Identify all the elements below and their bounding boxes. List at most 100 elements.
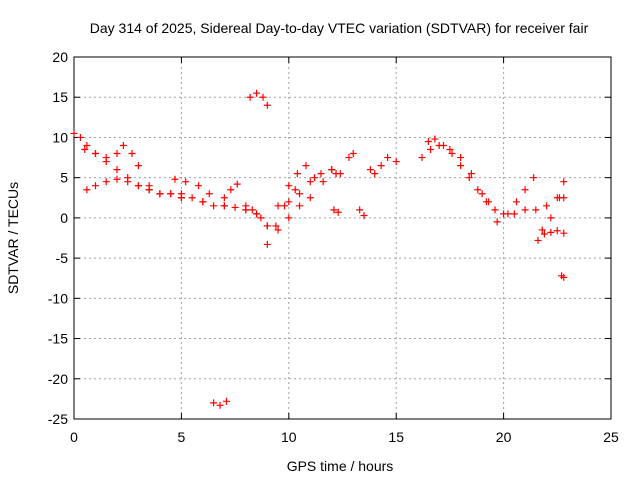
data-point xyxy=(182,178,190,186)
data-point xyxy=(336,170,344,178)
chart-title: Day 314 of 2025, Sidereal Day-to-day VTE… xyxy=(90,20,589,36)
data-point xyxy=(446,146,454,154)
data-point xyxy=(560,229,568,237)
data-point xyxy=(124,178,132,186)
data-point xyxy=(171,175,179,183)
data-point xyxy=(210,202,218,210)
data-point xyxy=(91,182,99,190)
y-tick-label: 15 xyxy=(52,89,68,105)
data-point xyxy=(281,202,289,210)
data-point xyxy=(113,150,121,158)
data-points xyxy=(70,89,568,409)
data-point xyxy=(220,194,228,202)
data-point xyxy=(485,198,493,206)
data-point xyxy=(285,198,293,206)
y-axis-label: SDTVAR / TECUs xyxy=(5,182,21,294)
data-point xyxy=(113,175,121,183)
y-tick-label: -5 xyxy=(56,250,69,266)
data-point xyxy=(467,170,475,178)
data-point xyxy=(220,202,228,210)
x-tick-label: 10 xyxy=(281,429,297,445)
series-group xyxy=(427,141,568,234)
data-point xyxy=(457,154,465,162)
x-tick-label: 20 xyxy=(496,429,512,445)
data-point xyxy=(547,228,555,236)
data-point xyxy=(538,226,546,234)
series-group xyxy=(285,162,344,190)
y-tick-label: -15 xyxy=(48,331,68,347)
data-point xyxy=(259,93,267,101)
data-point xyxy=(263,222,271,230)
data-point xyxy=(366,166,374,174)
data-point xyxy=(257,214,265,222)
data-point xyxy=(145,186,153,194)
data-point xyxy=(540,230,548,238)
data-point xyxy=(448,150,456,158)
data-point xyxy=(83,186,91,194)
data-point xyxy=(253,89,261,97)
y-tick-label: -10 xyxy=(48,290,68,306)
x-tick-label: 0 xyxy=(70,429,78,445)
data-point xyxy=(474,186,482,194)
data-point xyxy=(349,150,357,158)
data-point xyxy=(188,194,196,202)
series-group xyxy=(534,227,568,244)
series-group xyxy=(83,175,314,234)
data-point xyxy=(534,236,542,244)
data-point xyxy=(83,141,91,149)
data-point xyxy=(465,174,473,182)
data-point xyxy=(543,202,551,210)
data-point xyxy=(134,162,142,170)
data-point xyxy=(491,206,499,214)
data-point xyxy=(274,202,282,210)
data-point xyxy=(427,146,435,154)
data-point xyxy=(205,190,213,198)
x-tick-label: 15 xyxy=(388,429,404,445)
series-group xyxy=(220,180,299,248)
data-point xyxy=(177,194,185,202)
data-point xyxy=(345,154,353,162)
data-point xyxy=(555,194,563,202)
series-group xyxy=(81,141,340,230)
data-point xyxy=(504,210,512,218)
data-point xyxy=(296,202,304,210)
data-point xyxy=(360,211,368,219)
x-axis-label: GPS time / hours xyxy=(287,458,394,474)
data-point xyxy=(195,182,203,190)
data-point xyxy=(547,214,555,222)
data-point xyxy=(371,170,379,178)
series-group xyxy=(330,150,368,219)
data-point xyxy=(334,208,342,216)
data-point xyxy=(296,190,304,198)
data-point xyxy=(356,206,364,214)
data-point xyxy=(521,206,529,214)
data-point xyxy=(263,240,271,248)
data-point xyxy=(306,178,314,186)
y-tick-label: 0 xyxy=(60,210,68,226)
data-point xyxy=(253,210,261,218)
series-group xyxy=(210,397,231,409)
y-tick-label: 5 xyxy=(60,170,68,186)
data-point xyxy=(91,150,99,158)
data-point xyxy=(199,198,207,206)
data-point xyxy=(274,226,282,234)
data-point xyxy=(134,182,142,190)
data-point xyxy=(311,174,319,182)
data-point xyxy=(291,186,299,194)
y-tick-label: 20 xyxy=(52,49,68,65)
series-group xyxy=(246,89,271,109)
data-point xyxy=(431,135,439,143)
data-point xyxy=(293,170,301,178)
data-point xyxy=(223,397,231,405)
plot-frame xyxy=(73,56,612,420)
data-point xyxy=(377,162,385,170)
data-point xyxy=(328,166,336,174)
data-point xyxy=(263,101,271,109)
data-point xyxy=(493,218,501,226)
data-point xyxy=(302,162,310,170)
data-point xyxy=(521,186,529,194)
data-point xyxy=(317,170,325,178)
series-group xyxy=(418,135,568,218)
x-tick-label: 5 xyxy=(178,429,186,445)
gridlines xyxy=(74,57,611,419)
